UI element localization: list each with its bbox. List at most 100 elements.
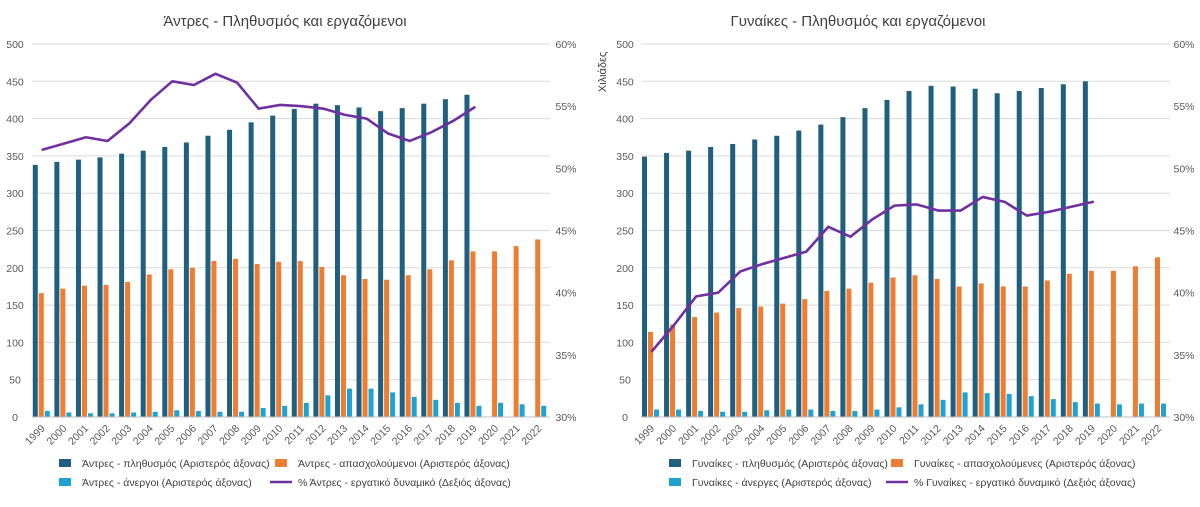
bar-3-2016 [1028, 396, 1034, 417]
bar-2-2011 [912, 275, 918, 417]
bar-3-2014 [984, 393, 990, 417]
bar-3-2006 [808, 409, 814, 417]
bar-3-2010 [282, 405, 288, 417]
bar-1-2019 [464, 94, 470, 417]
bar-3-2000 [66, 412, 72, 417]
bar-2-2018 [448, 260, 454, 417]
bar-2-2019 [1088, 270, 1094, 417]
bar-2-2003 [125, 281, 131, 417]
legend-swatch [59, 459, 71, 467]
bar-3-2013 [962, 392, 968, 417]
bar-3-2012 [325, 395, 331, 417]
bar-3-2018 [454, 402, 460, 417]
bar-3-2020 [1116, 404, 1122, 417]
bar-3-2015 [390, 392, 396, 417]
right-axis-tick-label: 55% [555, 101, 576, 113]
bar-2-2012 [934, 278, 940, 417]
bar-1-1999 [642, 156, 648, 417]
bar-2-2006 [189, 267, 195, 417]
left-axis-tick-label: 50 [9, 375, 21, 387]
bar-3-2022 [1160, 403, 1166, 417]
legend-label: Άντρες - άνεργοι (Αριστερός άξονας) [82, 477, 252, 489]
legend-label: Γυναίκες - άνεργες (Αριστερός άξονας) [692, 477, 872, 489]
bar-3-2014 [368, 388, 374, 417]
legend-label: % Άντρες - εργατικό δυναμικό (Δεξιός άξο… [298, 477, 511, 489]
bar-2-2022 [1154, 257, 1160, 417]
legend-swatch [669, 459, 681, 467]
bar-2-2013 [340, 275, 346, 417]
bar-2-2016 [1022, 286, 1028, 417]
bar-1-2011 [906, 91, 912, 417]
left-axis-tick-label: 400 [616, 114, 634, 126]
left-axis-tick-label: 150 [6, 300, 24, 312]
left-axis-tick-label: 100 [6, 337, 24, 349]
bar-2-2020 [492, 251, 498, 417]
bar-2-2017 [427, 269, 433, 417]
bar-2-2007 [211, 261, 217, 417]
right-axis-tick-label: 40% [555, 288, 576, 300]
bar-3-2007 [217, 411, 223, 417]
bar-1-2007 [818, 124, 824, 417]
bar-1-2001 [75, 159, 81, 417]
bar-2-2002 [103, 284, 109, 417]
bar-3-2015 [1006, 393, 1012, 417]
legend-swatch [59, 478, 71, 486]
bar-2-2021 [513, 246, 519, 417]
bar-1-2015 [994, 93, 1000, 418]
bar-1-2013 [334, 105, 340, 418]
legend-label: Γυναίκες - πληθυσμός (Αριστερός άξονας) [692, 458, 888, 470]
legend-swatch [669, 478, 681, 486]
bar-2-2010 [276, 261, 282, 417]
bar-1-2006 [796, 130, 802, 418]
bar-3-2001 [87, 413, 93, 417]
bar-2-2012 [319, 267, 325, 417]
bar-1-2002 [97, 157, 103, 417]
left-axis-tick-label: 200 [616, 263, 634, 275]
bar-1-2017 [421, 103, 427, 418]
bar-1-2014 [356, 107, 362, 417]
legend-label: % Γυναίκες - εργατικό δυναμικό (Δεξιός ά… [914, 477, 1136, 489]
bar-2-2001 [81, 285, 87, 417]
bar-2-2005 [780, 303, 786, 417]
right-axis-tick-label: 30% [1173, 412, 1194, 424]
bar-1-2018 [1060, 84, 1066, 417]
right-axis-tick-label: 30% [555, 412, 576, 424]
left-axis-tick-label: 100 [616, 337, 634, 349]
bar-3-2002 [109, 413, 115, 417]
bar-3-2005 [786, 409, 792, 417]
bar-3-2011 [918, 404, 924, 417]
right-axis-tick-label: 35% [1173, 350, 1194, 362]
right-axis-tick-label: 60% [555, 39, 576, 51]
bar-1-2004 [140, 150, 146, 417]
right-axis-tick-label: 50% [555, 163, 576, 175]
left-axis-tick-label: 400 [6, 114, 24, 126]
bar-1-2001 [686, 150, 692, 417]
right-axis-tick-label: 55% [1173, 101, 1194, 113]
bar-3-2008 [852, 411, 858, 417]
bar-2-2020 [1110, 270, 1116, 417]
bar-2-2008 [846, 288, 852, 417]
bar-1-2005 [774, 135, 780, 417]
bar-2-2001 [692, 317, 698, 417]
bar-2-2000 [670, 324, 676, 417]
bar-1-2012 [313, 103, 319, 418]
bar-2-1999 [648, 331, 654, 417]
bar-1-2014 [972, 88, 978, 417]
bar-2-2009 [254, 264, 260, 417]
bar-2-2002 [714, 312, 720, 417]
bar-2-2008 [233, 258, 239, 417]
bar-2-2015 [1000, 286, 1006, 417]
bar-3-2018 [1072, 402, 1078, 417]
bar-1-2010 [270, 115, 276, 418]
bar-1-2008 [227, 129, 233, 418]
bar-2-2014 [362, 278, 368, 417]
bar-3-2003 [131, 412, 137, 417]
bar-3-2000 [676, 409, 682, 417]
bar-2-2009 [868, 282, 874, 417]
bar-1-2003 [119, 153, 125, 417]
bar-3-2019 [1094, 403, 1100, 417]
left-axis-tick-label: 200 [6, 263, 24, 275]
